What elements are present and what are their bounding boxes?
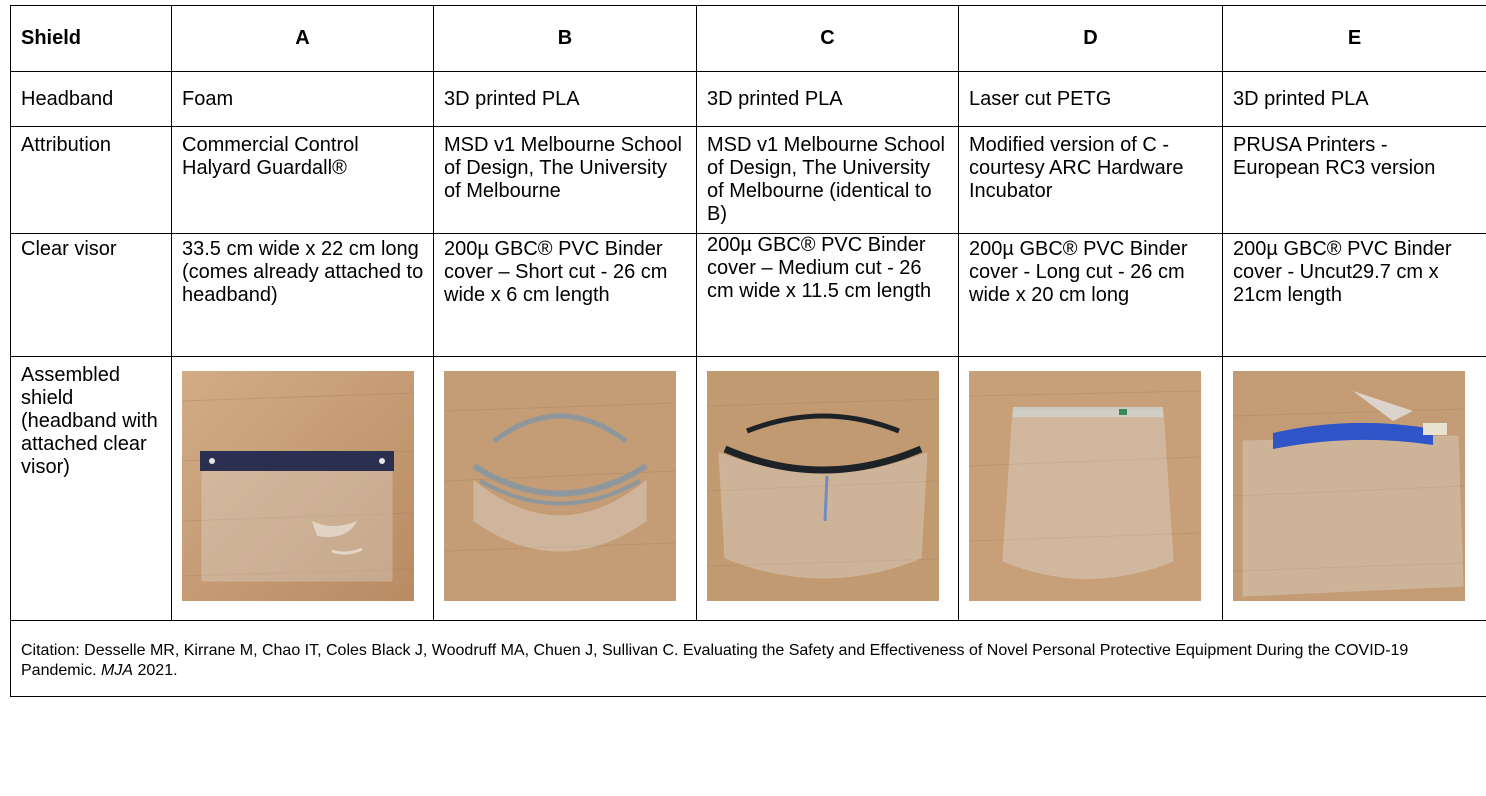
- attribution-value-c: MSD v1 Melbourne School of Design, The U…: [707, 134, 945, 225]
- shield-d-photo: [969, 371, 1201, 601]
- table-cell: Laser cut PETG: [958, 71, 1223, 127]
- table-cell: Foam: [171, 71, 434, 127]
- headband-value-c: 3D printed PLA: [707, 87, 843, 110]
- header-column-e: E: [1222, 5, 1486, 72]
- assembled-shield-row: Assembled shield (headband with attached…: [10, 356, 1486, 621]
- headband-value-e: 3D printed PLA: [1233, 87, 1369, 110]
- visor-value-d: 200µ GBC® PVC Binder cover - Long cut - …: [969, 238, 1188, 306]
- table-cell: [958, 356, 1223, 621]
- visor-value-c: 200µ GBC® PVC Binder cover – Medium cut …: [707, 234, 932, 303]
- citation-journal: MJA: [101, 662, 134, 679]
- header-column-c: C: [696, 5, 959, 72]
- table-cell: Commercial Control Halyard Guardall®: [171, 126, 434, 234]
- table-cell: 33.5 cm wide x 22 cm long (comes already…: [171, 233, 434, 357]
- row-label-cell: Attribution: [10, 126, 172, 234]
- row-label-cell: Assembled shield (headband with attached…: [10, 356, 172, 621]
- table-cell: 3D printed PLA: [433, 71, 697, 127]
- shield-a-photo: [182, 371, 414, 601]
- table-cell: PRUSA Printers - European RC3 version: [1222, 126, 1486, 234]
- table-cell: 200µ GBC® PVC Binder cover – Medium cut …: [696, 233, 959, 357]
- shield-c-photo: [707, 371, 939, 601]
- table-cell: 200µ GBC® PVC Binder cover – Short cut -…: [433, 233, 697, 357]
- header-shield-label: Shield: [10, 5, 172, 72]
- visor-value-e: 200µ GBC® PVC Binder cover - Uncut29.7 c…: [1233, 238, 1452, 306]
- shield-e-photo: [1233, 371, 1465, 601]
- clear-visor-row: Clear visor 33.5 cm wide x 22 cm long (c…: [10, 233, 1486, 357]
- row-label: Headband: [21, 87, 114, 110]
- row-label-cell: Clear visor: [10, 233, 172, 357]
- header-column-d: D: [958, 5, 1223, 72]
- attribution-value-d: Modified version of C - courtesy ARC Har…: [969, 134, 1184, 202]
- citation-prefix: Citation: Desselle MR, Kirrane M, Chao I…: [21, 642, 1409, 679]
- headband-value-d: Laser cut PETG: [969, 87, 1112, 110]
- shield-d-image: [969, 371, 1201, 601]
- shield-c-image: [707, 371, 939, 601]
- shield-e-image: [1233, 371, 1465, 601]
- row-label: Assembled shield (headband with attached…: [21, 364, 158, 478]
- row-label: Clear visor: [21, 238, 117, 260]
- table-cell: Modified version of C - courtesy ARC Har…: [958, 126, 1223, 234]
- table-cell: 3D printed PLA: [696, 71, 959, 127]
- table-cell: [696, 356, 959, 621]
- citation-row: Citation: Desselle MR, Kirrane M, Chao I…: [10, 620, 1486, 697]
- headband-value-b: 3D printed PLA: [444, 87, 580, 110]
- header-row: Shield A B C D E: [10, 5, 1486, 72]
- headband-row: Headband Foam 3D printed PLA 3D printed …: [10, 71, 1486, 127]
- citation-cell: Citation: Desselle MR, Kirrane M, Chao I…: [10, 620, 1486, 697]
- table-cell: 200µ GBC® PVC Binder cover - Long cut - …: [958, 233, 1223, 357]
- header-column-a: A: [171, 5, 434, 72]
- shield-b-photo: [444, 371, 676, 601]
- table-cell: [171, 356, 434, 621]
- table-cell: MSD v1 Melbourne School of Design, The U…: [696, 126, 959, 234]
- headband-value-a: Foam: [182, 87, 234, 110]
- visor-value-b: 200µ GBC® PVC Binder cover – Short cut -…: [444, 238, 668, 306]
- shield-a-image: [182, 371, 414, 601]
- visor-value-a: 33.5 cm wide x 22 cm long (comes already…: [182, 238, 424, 306]
- table-cell: [1222, 356, 1486, 621]
- shield-comparison-table: Shield A B C D E Headband Foam 3D printe…: [10, 5, 1486, 697]
- attribution-value-b: MSD v1 Melbourne School of Design, The U…: [444, 134, 682, 202]
- row-label: Attribution: [21, 134, 112, 156]
- citation-text: Citation: Desselle MR, Kirrane M, Chao I…: [12, 622, 1486, 682]
- table-cell: [433, 356, 697, 621]
- table-cell: 200µ GBC® PVC Binder cover - Uncut29.7 c…: [1222, 233, 1486, 357]
- table-cell: 3D printed PLA: [1222, 71, 1486, 127]
- header-column-b: B: [433, 5, 697, 72]
- citation-suffix: 2021.: [133, 662, 178, 679]
- attribution-value-a: Commercial Control Halyard Guardall®: [182, 134, 359, 179]
- row-label-cell: Headband: [10, 71, 172, 127]
- attribution-value-e: PRUSA Printers - European RC3 version: [1233, 134, 1436, 179]
- shield-b-image: [444, 371, 676, 601]
- table-cell: MSD v1 Melbourne School of Design, The U…: [433, 126, 697, 234]
- attribution-row: Attribution Commercial Control Halyard G…: [10, 126, 1486, 234]
